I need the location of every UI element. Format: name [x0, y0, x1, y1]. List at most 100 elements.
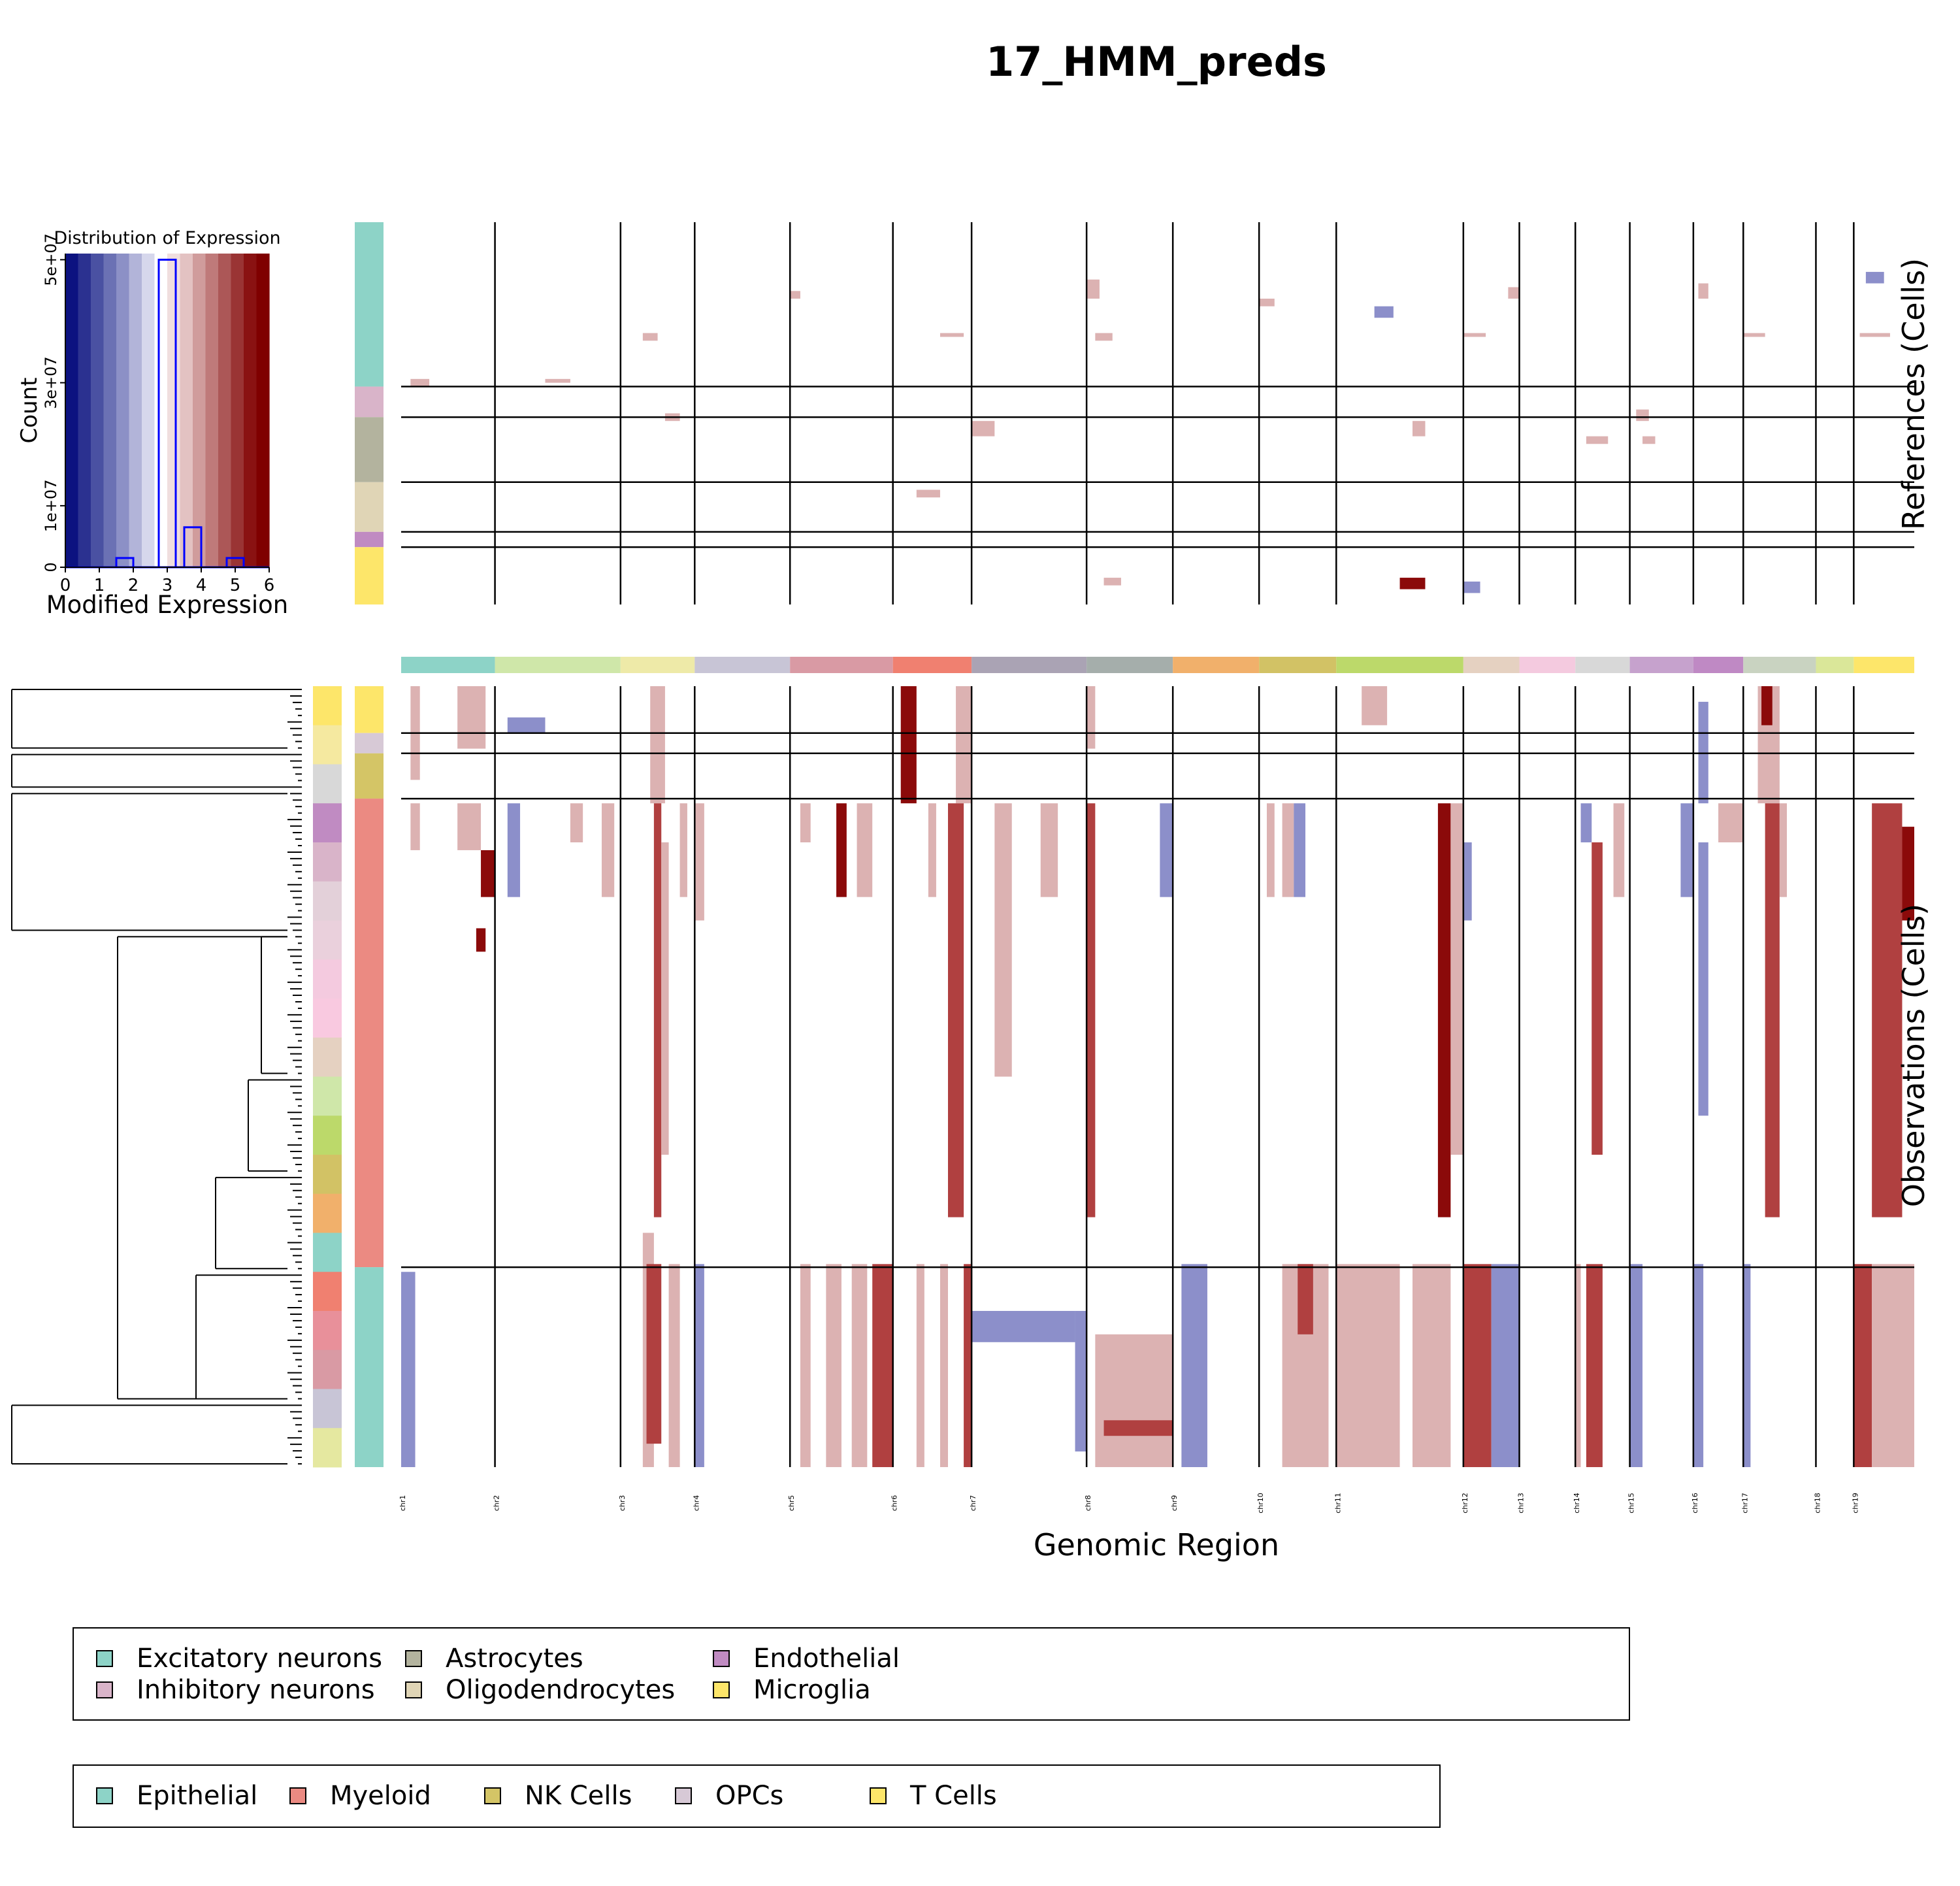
legend-swatch: [713, 1650, 730, 1667]
legend-swatch: [484, 1787, 501, 1804]
x-tick-label: 3: [162, 576, 173, 595]
y-tick-label: 3e+07: [42, 356, 60, 409]
observation-cnv-segment: [457, 803, 482, 850]
observation-cnv-segment: [948, 803, 964, 1217]
y-tick-label: 1e+07: [42, 480, 60, 533]
chromosome-label: chr19: [1851, 1493, 1859, 1514]
references-label: References (Cells): [1896, 258, 1931, 530]
y-tick-label: 5e+07: [42, 233, 60, 286]
observation-cnv-segment: [410, 803, 420, 850]
observation-cnv-segment: [1294, 803, 1306, 897]
chromosome-band: [1519, 657, 1576, 673]
legend-item: T Cells: [870, 1780, 997, 1812]
legend-label: Microglia: [753, 1675, 871, 1705]
chromosome-label: chr9: [1170, 1495, 1179, 1512]
histogram-xlabel: Modified Expression: [46, 591, 289, 619]
observation-cnv-segment: [1592, 842, 1603, 1155]
observation-group-band: [355, 686, 384, 733]
observation-cnv-segment: [1586, 1264, 1603, 1467]
observation-cnv-segment: [1075, 1311, 1087, 1452]
histogram-colormap: [65, 254, 270, 567]
reference-cnv-segment: [1698, 283, 1708, 299]
chromosome-label: chr1: [399, 1495, 407, 1512]
colormap-band: [129, 254, 142, 567]
legend-swatch: [713, 1681, 730, 1698]
heatmap-divider-lines: [401, 222, 1914, 1467]
chromosome-label: chr4: [692, 1495, 700, 1512]
observation-cnv-segment: [964, 1264, 972, 1467]
legend-item: OPCs: [675, 1780, 783, 1812]
chromosome-band: [694, 657, 791, 673]
chromosome-label: chr14: [1573, 1493, 1581, 1514]
reference-cnv-segment: [1865, 272, 1884, 284]
observation-cnv-segment: [994, 803, 1012, 1077]
observation-cnv-segment: [900, 686, 917, 804]
chromosome-label: chr3: [618, 1495, 627, 1512]
reference-cnv-segment: [1374, 306, 1394, 318]
observation-cnv-segment: [1450, 803, 1463, 1155]
reference-group-band: [355, 417, 384, 482]
chromosome-band: [620, 657, 695, 673]
subcluster-band: [313, 803, 342, 843]
observation-cnv-segment: [481, 850, 495, 897]
x-tick-label: 1: [94, 576, 105, 595]
colormap-band: [103, 254, 117, 567]
observation-cnv-segment: [653, 803, 662, 1217]
colormap-band: [256, 254, 270, 567]
legend-item: NK Cells: [484, 1780, 632, 1812]
legend-swatch: [96, 1650, 113, 1667]
subcluster-band: [313, 1037, 342, 1077]
observation-cnv-segment: [1160, 803, 1173, 897]
observation-cnv-segment: [1463, 842, 1472, 921]
legend-swatch: [96, 1787, 113, 1804]
observation-cnv-segment: [507, 717, 546, 733]
observation-cnv-segment: [650, 686, 665, 804]
chromosome-label: chr5: [787, 1495, 796, 1512]
chromosome-band: [1575, 657, 1630, 673]
reference-group-band: [355, 531, 384, 548]
observation-cnv-segment: [1437, 803, 1451, 1217]
reference-cnv-segment: [1508, 287, 1520, 299]
subcluster-band: [313, 1233, 342, 1272]
observation-cnv-segment: [1103, 1420, 1173, 1436]
legend-swatch: [405, 1650, 422, 1667]
chromosome-label: chr13: [1517, 1493, 1526, 1514]
chromosome-band: [1086, 657, 1173, 673]
legend-label: Inhibitory neurons: [137, 1675, 375, 1705]
colormap-band: [91, 254, 105, 567]
subcluster-band: [313, 999, 342, 1038]
colormap-band: [193, 254, 206, 567]
observation-cnv-segment: [1282, 803, 1294, 897]
observation-cnv-segment: [1086, 686, 1096, 749]
reference-cnv-segment: [1463, 333, 1486, 337]
reference-group-band: [355, 222, 384, 387]
chromosome-labels: chr1 chr2 chr3 chr4 chr5 chr6 chr7 chr8 chr9 chr1…: [399, 1493, 1859, 1514]
observation-group-band: [355, 733, 384, 753]
subcluster-band: [313, 881, 342, 921]
subcluster-band: [313, 1116, 342, 1155]
observation-cnv-segment: [401, 1272, 416, 1467]
chromosome-label: chr16: [1691, 1493, 1699, 1514]
colormap-band: [78, 254, 91, 567]
observation-cnv-segment: [661, 842, 669, 1155]
reference-cnv-segment: [1413, 421, 1426, 437]
reference-cnv-segment: [1642, 436, 1656, 444]
chromosome-band: [1854, 657, 1914, 673]
heatmap-xlabel: Genomic Region: [1034, 1527, 1279, 1563]
observation-legend: Epithelial Myeloid NK Cells OPCs T Cells: [73, 1764, 1441, 1828]
observation-cnv-segment: [1779, 803, 1787, 897]
observations-label: Observations (Cells): [1896, 904, 1931, 1208]
observation-subcluster-bar: [313, 686, 342, 1468]
observation-cnv-segment: [1575, 1264, 1581, 1467]
figure-title: 17_HMM_preds: [986, 38, 1327, 86]
legend-swatch: [405, 1681, 422, 1698]
observation-heatmap: [401, 686, 1914, 1467]
observation-cnv-segment: [1743, 1264, 1751, 1467]
legend-item: Myeloid: [289, 1780, 431, 1812]
observation-cnv-segment: [1629, 1264, 1643, 1467]
legend-swatch: [289, 1787, 306, 1804]
observation-cnv-segment: [668, 1264, 680, 1467]
observation-cnv-segment: [694, 803, 704, 921]
subcluster-band: [313, 1155, 342, 1195]
subcluster-band: [313, 920, 342, 960]
